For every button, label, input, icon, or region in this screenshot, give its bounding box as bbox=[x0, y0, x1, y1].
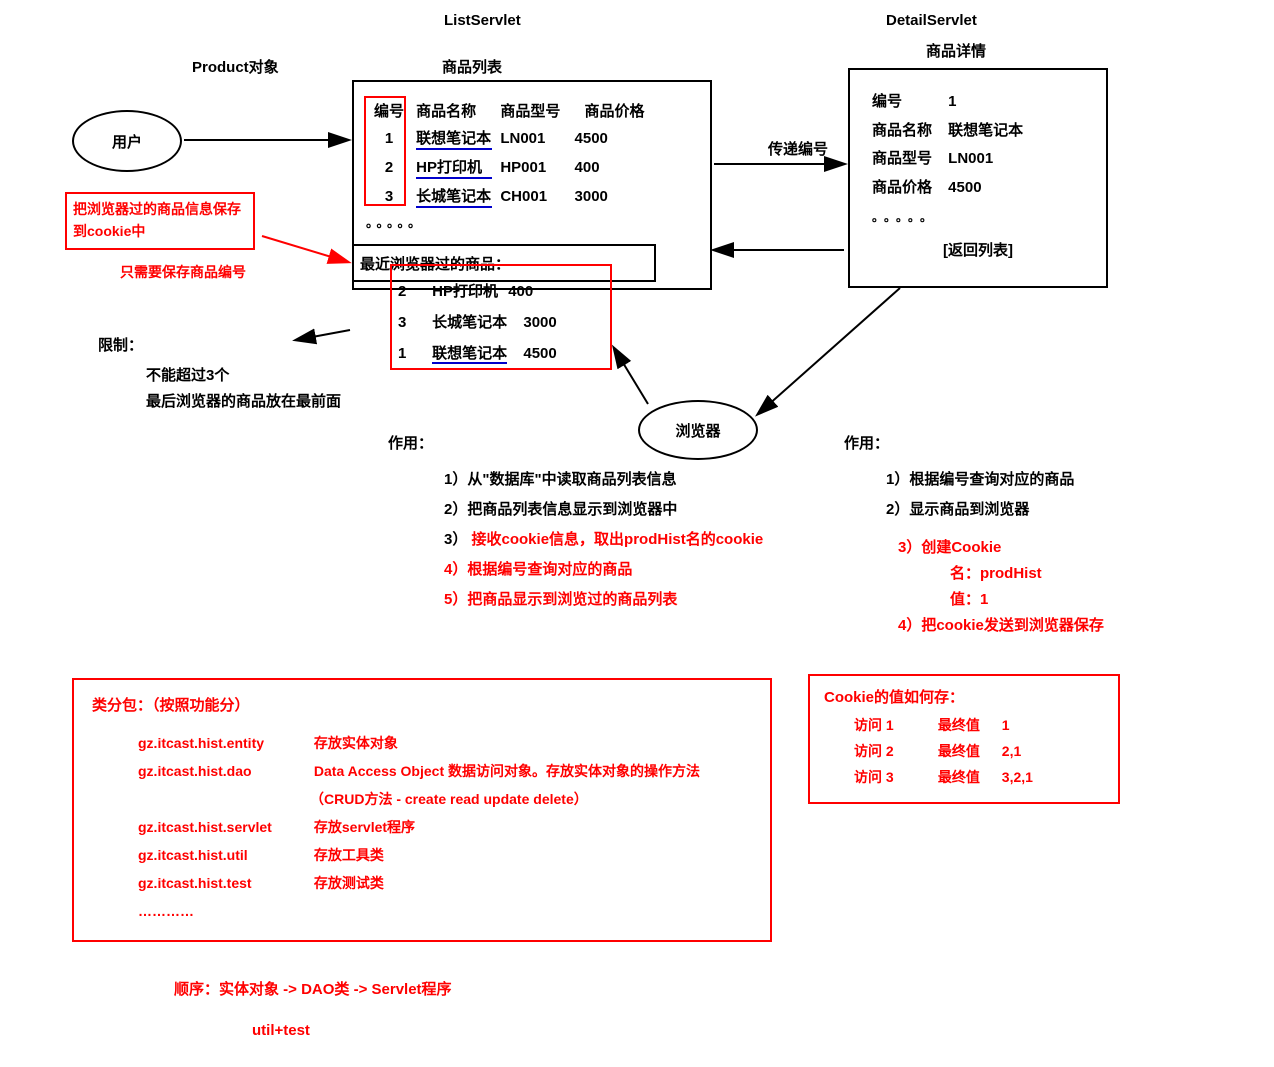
col-model: 商品型号 bbox=[500, 100, 580, 121]
cookie-val-box: Cookie的值如何存： 访问 1 最终值 1 访问 2 最终值 2,1 访问 … bbox=[808, 674, 1120, 804]
detail-servlet-sub: 商品详情 bbox=[926, 40, 986, 61]
c2-val: 2,1 bbox=[1002, 743, 1021, 759]
user-label: 用户 bbox=[112, 131, 142, 152]
d-name-label: 商品名称 bbox=[872, 117, 944, 146]
c3-final: 最终值 bbox=[938, 767, 998, 787]
p3-desc: 存放servlet程序 bbox=[314, 819, 415, 835]
d-model-val: LN001 bbox=[948, 150, 993, 167]
d-price-label: 商品价格 bbox=[872, 174, 944, 203]
list-role-3: 3） 接收cookie信息，取出prodHist名的cookie bbox=[444, 528, 763, 549]
p2-desc: Data Access Object 数据访问对象。存放实体对象的操作方法 bbox=[314, 763, 700, 779]
user-node: 用户 bbox=[72, 110, 182, 172]
p1-desc: 存放实体对象 bbox=[314, 735, 398, 751]
limit-l1: 不能超过3个 bbox=[146, 364, 229, 385]
detail-role-3b: 值：1 bbox=[950, 588, 988, 609]
browser-node: 浏览器 bbox=[638, 400, 758, 460]
p4-name: gz.itcast.hist.util bbox=[138, 841, 310, 869]
list-servlet-sub: 商品列表 bbox=[442, 56, 502, 77]
p4-desc: 存放工具类 bbox=[314, 847, 384, 863]
util-test: util+test bbox=[252, 1022, 310, 1039]
detail-role-label: 作用： bbox=[844, 432, 889, 453]
c2-final: 最终值 bbox=[938, 741, 998, 761]
limit-label: 限制： bbox=[98, 334, 143, 355]
detail-servlet-top: DetailServlet bbox=[886, 12, 977, 29]
d-dots: 。。。。。 bbox=[872, 208, 1084, 225]
c1-visit: 访问 1 bbox=[854, 715, 934, 735]
list-role-1: 1）从"数据库"中读取商品列表信息 bbox=[444, 468, 677, 489]
detail-role-3: 3）创建Cookie bbox=[898, 536, 1001, 557]
cookie-save-box: 把浏览器过的商品信息保存 到cookie中 bbox=[65, 192, 255, 250]
c3-val: 3,2,1 bbox=[1002, 769, 1033, 785]
d-id-val: 1 bbox=[948, 93, 956, 110]
row-model: CH001 bbox=[500, 188, 570, 205]
p1-name: gz.itcast.hist.entity bbox=[138, 729, 310, 757]
pkg-dots: ………… bbox=[138, 897, 752, 925]
detail-servlet-box: 编号 1 商品名称 联想笔记本 商品型号 LN001 商品价格 4500 。。。… bbox=[848, 68, 1108, 288]
d-name-val: 联想笔记本 bbox=[948, 122, 1023, 139]
p5-name: gz.itcast.hist.test bbox=[138, 869, 310, 897]
cookie-val-title: Cookie的值如何存： bbox=[824, 686, 1104, 707]
list-role-2: 2）把商品列表信息显示到浏览器中 bbox=[444, 498, 677, 519]
list-dots: 。。。。。 bbox=[366, 212, 665, 231]
order-line: 顺序：实体对象 -> DAO类 -> Servlet程序 bbox=[174, 978, 452, 999]
row-model: LN001 bbox=[500, 130, 570, 147]
detail-role-3a: 名：prodHist bbox=[950, 562, 1042, 583]
cookie-save-l2: 到cookie中 bbox=[73, 220, 247, 242]
list-role-5: 5）把商品显示到浏览过的商品列表 bbox=[444, 588, 677, 609]
row-name[interactable]: 长城笔记本 bbox=[416, 185, 492, 208]
c1-val: 1 bbox=[1002, 717, 1010, 733]
recent-highlight bbox=[390, 264, 612, 370]
d-price-val: 4500 bbox=[948, 179, 981, 196]
list-servlet-top: ListServlet bbox=[444, 12, 521, 29]
c3-visit: 访问 3 bbox=[854, 767, 934, 787]
c2-visit: 访问 2 bbox=[854, 741, 934, 761]
row-name[interactable]: HP打印机 bbox=[416, 156, 492, 179]
p3-name: gz.itcast.hist.servlet bbox=[138, 813, 310, 841]
p5-desc: 存放测试类 bbox=[314, 875, 384, 891]
d-id-label: 编号 bbox=[872, 88, 944, 117]
col-name: 商品名称 bbox=[416, 100, 496, 121]
list-role-4: 4）根据编号查询对应的商品 bbox=[444, 558, 632, 579]
detail-role-1: 1）根据编号查询对应的商品 bbox=[886, 468, 1074, 489]
cookie-save-l1: 把浏览器过的商品信息保存 bbox=[73, 198, 247, 220]
id-column-highlight bbox=[364, 96, 406, 206]
detail-role-2: 2）显示商品到浏览器 bbox=[886, 498, 1029, 519]
limit-l2: 最后浏览器的商品放在最前面 bbox=[146, 390, 341, 411]
lr3b: 接收cookie信息，取出prodHist名的cookie bbox=[472, 531, 764, 548]
product-obj-title: Product对象 bbox=[192, 56, 279, 77]
row-model: HP001 bbox=[500, 159, 570, 176]
col-price: 商品价格 bbox=[585, 100, 665, 121]
row-price: 3000 bbox=[575, 188, 655, 205]
p2-desc2: （CRUD方法 - create read update delete） bbox=[310, 785, 752, 813]
row-price: 4500 bbox=[575, 130, 655, 147]
list-role-label: 作用： bbox=[388, 432, 433, 453]
detail-role-4: 4）把cookie发送到浏览器保存 bbox=[898, 614, 1104, 635]
c1-final: 最终值 bbox=[938, 715, 998, 735]
pkg-title: 类分包：（按照功能分） bbox=[92, 694, 752, 715]
list-table: 编号 商品名称 商品型号 商品价格 1 联想笔记本 LN001 4500 2 H… bbox=[366, 100, 665, 231]
lr3a: 3） bbox=[444, 531, 467, 548]
d-model-label: 商品型号 bbox=[872, 145, 944, 174]
row-name[interactable]: 联想笔记本 bbox=[416, 127, 492, 150]
row-price: 400 bbox=[575, 159, 655, 176]
browser-label: 浏览器 bbox=[675, 420, 720, 441]
cookie-only-id: 只需要保存商品编号 bbox=[120, 262, 246, 282]
packages-box: 类分包：（按照功能分） gz.itcast.hist.entity 存放实体对象… bbox=[72, 678, 772, 942]
p2-name: gz.itcast.hist.dao bbox=[138, 757, 310, 785]
back-link[interactable]: [返回列表] bbox=[872, 239, 1084, 260]
pass-id-label: 传递编号 bbox=[768, 138, 828, 159]
